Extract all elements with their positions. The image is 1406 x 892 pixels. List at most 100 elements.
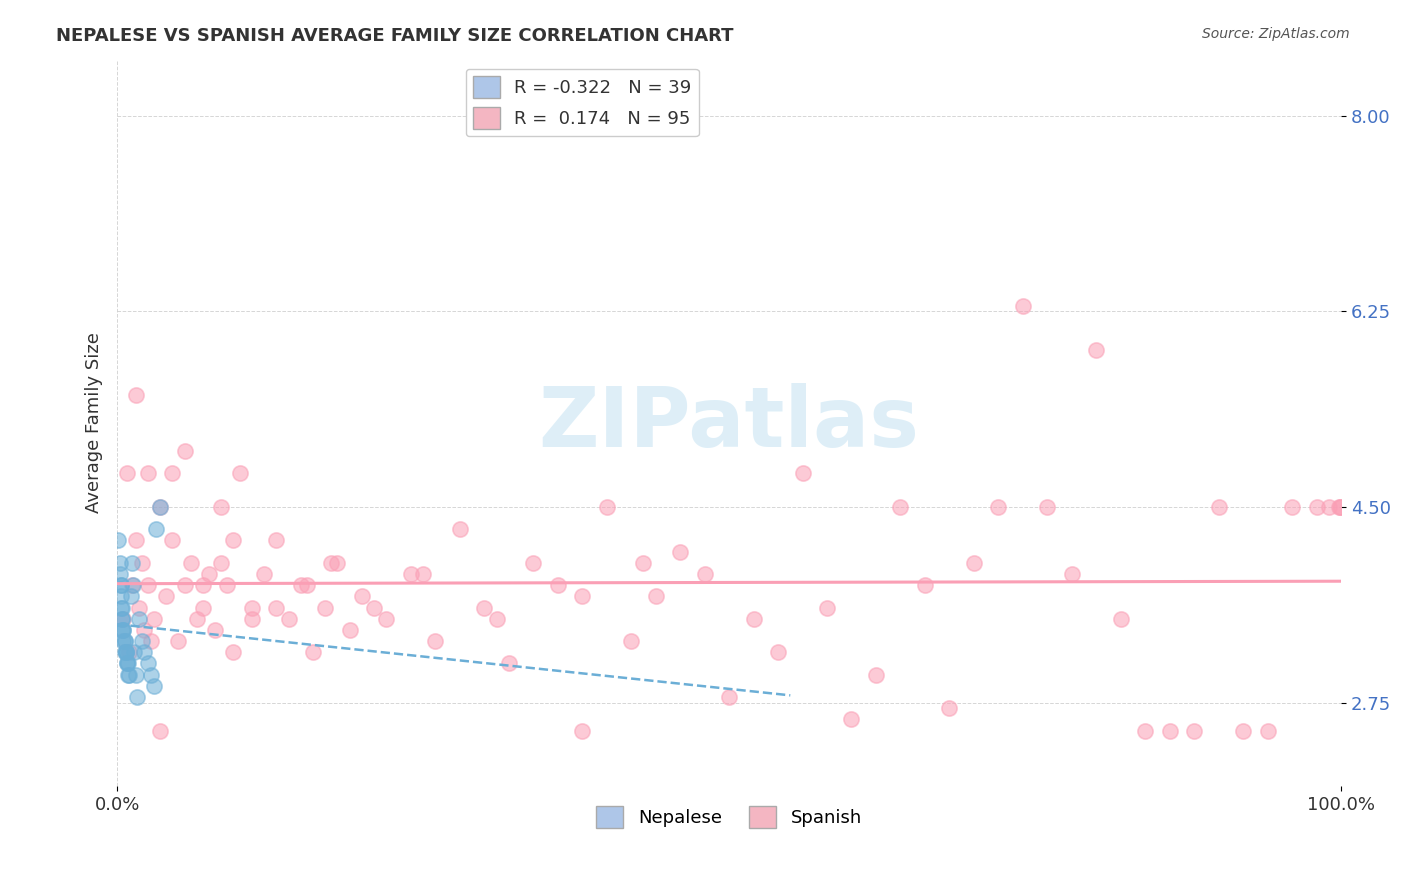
Point: [1135, 723, 1157, 738]
Point: [350, 590, 373, 604]
Point: [180, 556, 202, 570]
Point: [1208, 500, 1230, 514]
Point: [1257, 723, 1279, 738]
Point: [253, 567, 276, 582]
Point: [121, 556, 143, 570]
Point: [228, 467, 250, 481]
Point: [124, 667, 146, 681]
Point: [149, 500, 172, 514]
Point: [162, 533, 184, 548]
Point: [186, 612, 208, 626]
Point: [132, 645, 155, 659]
Point: [209, 500, 232, 514]
Point: [1330, 500, 1353, 514]
Point: [326, 556, 349, 570]
Point: [987, 500, 1010, 514]
Point: [115, 657, 138, 671]
Point: [302, 645, 325, 659]
Point: [141, 667, 163, 681]
Point: [240, 612, 263, 626]
Point: [198, 567, 221, 582]
Point: [1305, 500, 1327, 514]
Point: [141, 634, 163, 648]
Point: [108, 556, 131, 570]
Point: [136, 578, 159, 592]
Point: [425, 634, 447, 648]
Point: [118, 667, 141, 681]
Text: NEPALESE VS SPANISH AVERAGE FAMILY SIZE CORRELATION CHART: NEPALESE VS SPANISH AVERAGE FAMILY SIZE …: [56, 27, 734, 45]
Point: [114, 634, 136, 648]
Point: [792, 467, 814, 481]
Point: [111, 612, 134, 626]
Text: ZIPatlas: ZIPatlas: [538, 383, 920, 464]
Point: [633, 556, 655, 570]
Point: [120, 590, 142, 604]
Point: [815, 600, 838, 615]
Point: [122, 578, 145, 592]
Point: [117, 657, 139, 671]
Point: [149, 500, 172, 514]
Point: [1281, 500, 1303, 514]
Point: [1060, 567, 1083, 582]
Point: [114, 645, 136, 659]
Point: [1011, 299, 1033, 313]
Point: [110, 600, 132, 615]
Point: [240, 600, 263, 615]
Point: [111, 623, 134, 637]
Point: [375, 612, 398, 626]
Point: [571, 590, 593, 604]
Point: [571, 723, 593, 738]
Point: [1327, 500, 1350, 514]
Text: Source: ZipAtlas.com: Source: ZipAtlas.com: [1202, 27, 1350, 41]
Point: [124, 388, 146, 402]
Point: [155, 590, 177, 604]
Point: [938, 701, 960, 715]
Point: [266, 533, 288, 548]
Point: [321, 556, 343, 570]
Point: [124, 645, 146, 659]
Point: [596, 500, 619, 514]
Point: [865, 667, 887, 681]
Point: [222, 533, 245, 548]
Point: [1085, 343, 1108, 358]
Point: [841, 712, 863, 726]
Y-axis label: Average Family Size: Average Family Size: [86, 333, 103, 514]
Point: [1159, 723, 1181, 738]
Point: [136, 467, 159, 481]
Point: [145, 522, 167, 536]
Point: [128, 612, 150, 626]
Legend: Nepalese, Spanish: Nepalese, Spanish: [589, 799, 869, 836]
Point: [110, 590, 132, 604]
Point: [669, 544, 692, 558]
Point: [547, 578, 569, 592]
Point: [111, 600, 134, 615]
Point: [644, 590, 666, 604]
Point: [114, 634, 136, 648]
Point: [693, 567, 716, 582]
Point: [121, 578, 143, 592]
Point: [222, 645, 245, 659]
Point: [1232, 723, 1254, 738]
Point: [108, 567, 131, 582]
Point: [173, 444, 195, 458]
Point: [191, 578, 214, 592]
Point: [914, 578, 936, 592]
Point: [449, 522, 471, 536]
Point: [125, 690, 148, 704]
Point: [472, 600, 495, 615]
Point: [162, 467, 184, 481]
Point: [191, 600, 214, 615]
Point: [963, 556, 986, 570]
Point: [115, 467, 138, 481]
Point: [117, 667, 139, 681]
Point: [114, 645, 136, 659]
Point: [485, 612, 508, 626]
Point: [114, 645, 136, 659]
Point: [209, 556, 232, 570]
Point: [131, 634, 153, 648]
Point: [112, 623, 135, 637]
Point: [131, 556, 153, 570]
Point: [132, 623, 155, 637]
Point: [115, 657, 138, 671]
Point: [718, 690, 741, 704]
